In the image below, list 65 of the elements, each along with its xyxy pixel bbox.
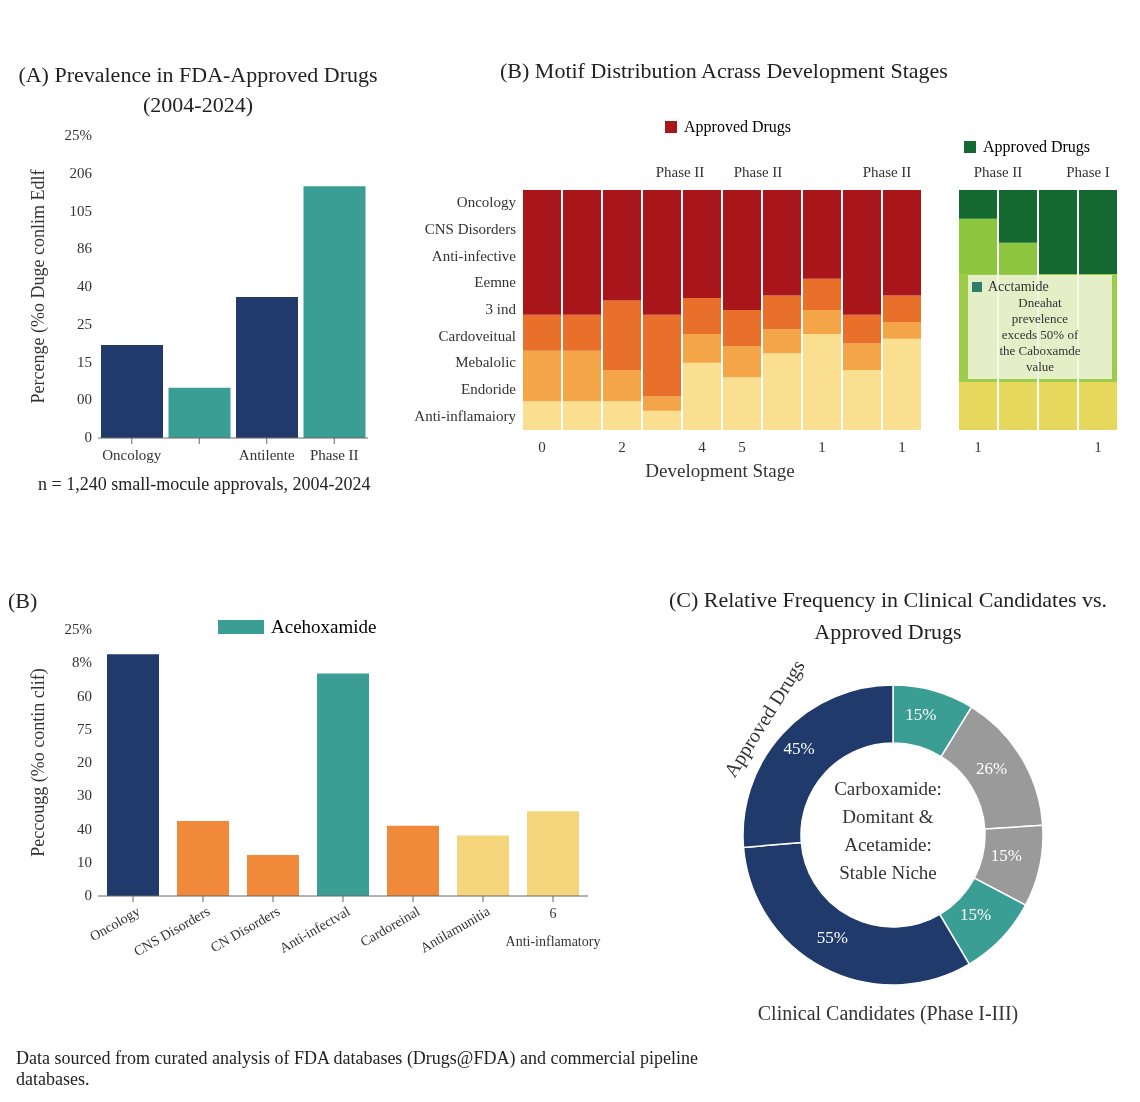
x-tick-label: 5 [738, 439, 746, 455]
text: 00 [77, 391, 92, 409]
text: 75 [77, 720, 92, 738]
legend-label: Acehoxamide [270, 616, 377, 638]
data-label: 55% [816, 928, 848, 948]
chart-title: (B) Motif Distribution Acrass Development Stages [500, 58, 948, 84]
text: 60 [77, 687, 92, 705]
x-tick-label: 2 [618, 439, 626, 455]
data-label: 45% [783, 739, 815, 759]
x-tick-label: Antilente [238, 447, 295, 463]
x-tick-label: 4 [698, 439, 707, 455]
text: 105 [69, 202, 92, 220]
text: Clinical Candidates (Phase I-III) [757, 1002, 1019, 1025]
text: Oncology [456, 194, 516, 212]
text: 25% [64, 127, 92, 144]
text: Eemne [474, 274, 516, 292]
legend-label: Approved Drugs [982, 138, 1091, 156]
text: Anti-infective [431, 247, 516, 265]
x-tick-label: 1 [974, 439, 982, 455]
text: Cardoveitual [438, 327, 516, 345]
text: 20 [77, 754, 92, 771]
data-label: 15% [905, 704, 937, 724]
text: Data sourced from curated analysis of FDA databases (Drugs@FDA) and commercial pipeline databases. [16, 1048, 699, 1090]
y-axis-title: Percenge (%o Duge conlim Edlf [27, 168, 49, 406]
data-label: 15% [990, 846, 1022, 866]
x-tick-label: 1 [818, 439, 826, 455]
text: 40 [77, 820, 92, 838]
text: 206 [69, 164, 92, 182]
annotation: Acctamide [987, 279, 1050, 295]
text: 30 [77, 787, 92, 805]
x-tick-label: 6 Anti-inflamatory [505, 906, 601, 949]
text: 10 [77, 853, 92, 871]
text: 8% [72, 654, 92, 672]
x-tick-label: Oncology [102, 447, 162, 463]
legend-label: Approved Drugs [683, 118, 792, 136]
data-label: 26% [976, 758, 1008, 778]
annotation: Dneahat prevelence exceds 50% of the Caboxamde value [998, 295, 1082, 375]
x-tick-label: 1 [898, 439, 906, 455]
text: Carboxamide: Domitant & Acetamide: Stable Niche [834, 778, 942, 883]
text: 40 [77, 278, 92, 295]
chart-title: (C) Relative Frequency in Clinical Candidates vs. Approved Drugs [667, 586, 1109, 646]
x-axis-title: Development Stage [645, 460, 795, 482]
text: Mebalolic [455, 354, 516, 372]
text: 25 [77, 315, 92, 333]
text: Phase II [862, 164, 912, 181]
text: Endoride [461, 381, 516, 398]
y-axis-title: Peccougg (%o contin clif) [27, 667, 49, 859]
text: Anti-inflamaiory [414, 407, 516, 425]
text: 15 [77, 353, 92, 371]
text: n = 1,240 small-mocule approvals, 2004-2024 [38, 474, 372, 495]
text: 0 [84, 887, 92, 904]
x-tick-label: 0 [538, 439, 546, 455]
text: 86 [77, 240, 92, 258]
chart-title: (A) Prevalence in FDA-Approved Drugs (2004-2024) [17, 61, 379, 119]
data-label: 15% [959, 904, 992, 924]
chart-title: (B) [8, 587, 39, 615]
x-tick-label: Phase II [309, 447, 359, 463]
text: 25% [64, 621, 92, 638]
x-tick-label: 1 [1094, 439, 1102, 455]
text: Phase II [973, 164, 1023, 181]
text: Phase II [733, 164, 783, 181]
text: CNS Disorders [424, 221, 516, 238]
text: 3 ind [485, 301, 516, 318]
text: Phase I [1066, 164, 1110, 181]
text: Phase II [655, 164, 705, 181]
